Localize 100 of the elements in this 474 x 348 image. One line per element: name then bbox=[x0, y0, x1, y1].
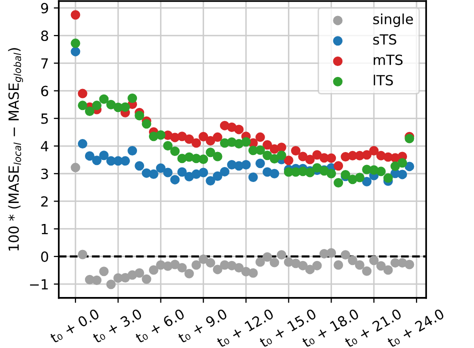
point bbox=[312, 260, 322, 270]
point bbox=[312, 163, 322, 173]
point bbox=[369, 146, 379, 156]
point bbox=[70, 162, 80, 172]
point bbox=[142, 274, 152, 284]
point bbox=[298, 260, 308, 270]
legend-label: sTS bbox=[373, 34, 396, 45]
y-tick-label: 0 bbox=[41, 251, 48, 262]
point bbox=[334, 260, 344, 270]
point bbox=[128, 94, 138, 103]
point bbox=[206, 258, 216, 268]
point bbox=[255, 257, 265, 267]
point bbox=[220, 166, 230, 176]
y-tick-label: 8 bbox=[41, 30, 48, 42]
point bbox=[234, 124, 244, 134]
point bbox=[120, 102, 130, 112]
point bbox=[390, 161, 400, 171]
point bbox=[84, 106, 94, 116]
point bbox=[134, 268, 144, 278]
point bbox=[369, 256, 379, 266]
point bbox=[198, 168, 208, 178]
point bbox=[78, 100, 88, 110]
point bbox=[326, 168, 336, 178]
point bbox=[262, 252, 272, 262]
point bbox=[70, 10, 80, 20]
point bbox=[376, 261, 386, 271]
y-tick-label: 7 bbox=[41, 58, 48, 68]
point bbox=[404, 162, 414, 172]
point bbox=[198, 254, 208, 264]
point bbox=[206, 136, 216, 146]
point bbox=[262, 150, 272, 160]
point bbox=[398, 158, 408, 168]
point bbox=[148, 265, 158, 275]
point bbox=[177, 167, 187, 177]
point bbox=[134, 110, 144, 120]
point bbox=[212, 171, 222, 181]
point bbox=[99, 266, 109, 276]
point bbox=[340, 250, 350, 260]
point bbox=[163, 140, 173, 150]
point bbox=[362, 266, 372, 276]
point bbox=[156, 130, 166, 140]
point bbox=[312, 150, 322, 160]
point bbox=[348, 256, 358, 266]
point bbox=[70, 38, 80, 48]
point bbox=[177, 132, 187, 142]
point bbox=[262, 140, 272, 150]
point bbox=[206, 176, 216, 186]
point bbox=[198, 132, 208, 142]
point bbox=[241, 137, 251, 147]
y-tick-label: 9 bbox=[41, 2, 48, 14]
point bbox=[248, 172, 258, 182]
point bbox=[92, 156, 102, 166]
y-tick-label: 5 bbox=[41, 114, 48, 124]
point bbox=[298, 152, 308, 162]
point bbox=[305, 154, 315, 164]
point bbox=[305, 264, 315, 274]
point bbox=[404, 260, 414, 270]
point bbox=[212, 132, 222, 142]
y-tick-label: −1 bbox=[30, 279, 48, 290]
point bbox=[255, 132, 265, 142]
point bbox=[383, 173, 393, 183]
y-tick-label: 3 bbox=[41, 168, 48, 180]
point bbox=[106, 280, 116, 290]
point bbox=[70, 46, 80, 56]
point bbox=[326, 153, 336, 163]
point bbox=[383, 265, 393, 275]
point bbox=[170, 260, 180, 270]
point bbox=[234, 263, 244, 273]
point bbox=[398, 170, 408, 180]
point bbox=[270, 168, 280, 178]
legend-label: single bbox=[373, 14, 413, 27]
point bbox=[362, 176, 372, 186]
point bbox=[134, 161, 144, 171]
point bbox=[170, 146, 180, 156]
point bbox=[92, 100, 102, 110]
point bbox=[78, 250, 88, 260]
legend-label: mTS bbox=[374, 54, 403, 66]
point bbox=[276, 250, 286, 260]
point bbox=[184, 134, 194, 144]
y-tick-label: 4 bbox=[40, 141, 48, 152]
point bbox=[354, 260, 364, 270]
point bbox=[255, 145, 265, 155]
y-axis-title: 100 * (MASE$_{local}$ − MASE$_{global}$) bbox=[8, 48, 23, 251]
point bbox=[334, 161, 344, 171]
point bbox=[99, 150, 109, 160]
y-tick-label: 1 bbox=[42, 224, 48, 234]
point bbox=[184, 268, 194, 278]
point bbox=[142, 119, 152, 129]
point bbox=[192, 260, 202, 270]
point bbox=[106, 100, 116, 110]
point bbox=[206, 148, 216, 158]
legend-label: lTS bbox=[374, 74, 393, 86]
point bbox=[99, 94, 109, 104]
point bbox=[290, 146, 300, 156]
point bbox=[212, 264, 222, 274]
point bbox=[241, 160, 251, 170]
point bbox=[376, 166, 386, 176]
point bbox=[255, 158, 265, 168]
point bbox=[148, 169, 158, 179]
point bbox=[120, 272, 130, 282]
